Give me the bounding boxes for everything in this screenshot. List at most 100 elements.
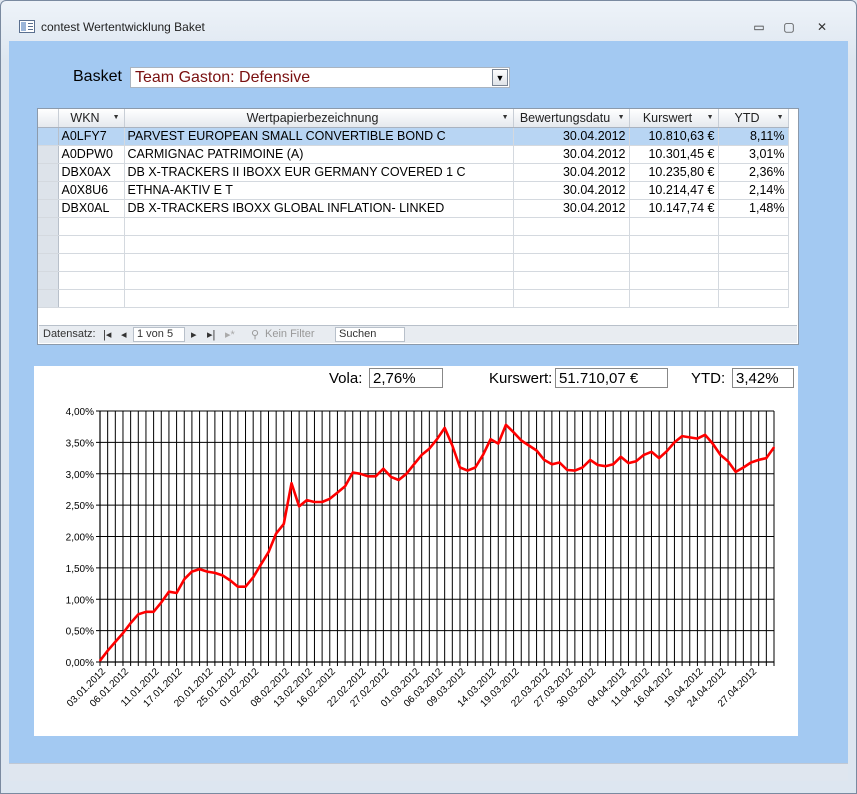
sort-arrow-icon[interactable]: ▼ (501, 114, 509, 121)
cell-wkn[interactable] (58, 253, 125, 272)
sort-arrow-icon[interactable]: ▼ (112, 114, 120, 121)
basket-select[interactable]: Team Gaston: Defensive ▼ (130, 67, 510, 88)
next-record-button[interactable]: ▸ (191, 329, 197, 341)
cell-ytd[interactable] (718, 289, 789, 308)
vola-value[interactable]: 2,76% (369, 368, 443, 388)
row-selector[interactable] (38, 289, 59, 308)
table-row[interactable] (38, 271, 789, 290)
cell-kurswert[interactable]: 10.235,80 € (629, 163, 719, 182)
table-row[interactable] (38, 235, 789, 254)
dropdown-arrow-icon[interactable]: ▼ (492, 69, 508, 86)
cell-kurswert[interactable] (629, 235, 719, 254)
cell-ytd[interactable] (718, 217, 789, 236)
first-record-button[interactable]: |◂ (103, 329, 112, 341)
cell-wkn[interactable]: DBX0AX (58, 163, 125, 182)
cell-kurswert[interactable] (629, 217, 719, 236)
cell-bezeichnung[interactable]: DB X-TRACKERS IBOXX GLOBAL INFLATION- LI… (124, 199, 514, 218)
cell-ytd[interactable] (718, 271, 789, 290)
row-selector[interactable] (38, 253, 59, 272)
cell-ytd[interactable] (718, 253, 789, 272)
cell-ytd[interactable]: 8,11% (718, 127, 789, 146)
cell-kurswert[interactable]: 10.214,47 € (629, 181, 719, 200)
cell-datum[interactable] (513, 253, 630, 272)
cell-datum[interactable] (513, 271, 630, 290)
new-record-button[interactable]: ▸* (225, 329, 235, 341)
table-row[interactable]: A0LFY7 PARVEST EUROPEAN SMALL CONVERTIBLE… (38, 127, 789, 146)
cell-ytd[interactable]: 2,14% (718, 181, 789, 200)
row-selector[interactable] (38, 145, 59, 164)
cell-datum[interactable]: 30.04.2012 (513, 145, 630, 164)
column-header-ytd[interactable]: YTD ▼ (718, 109, 789, 128)
cell-wkn[interactable]: A0LFY7 (58, 127, 125, 146)
minimize-button[interactable]: ▭ (753, 20, 765, 34)
cell-wkn[interactable]: A0DPW0 (58, 145, 125, 164)
cell-bezeichnung[interactable] (124, 217, 514, 236)
filter-funnel-icon[interactable]: ⚲ (251, 329, 260, 341)
cell-kurswert[interactable] (629, 289, 719, 308)
cell-bezeichnung[interactable] (124, 235, 514, 254)
select-all-corner[interactable] (38, 109, 59, 128)
column-header-bewertungsdatum[interactable]: Bewertungsdatu ▼ (513, 109, 630, 128)
kurswert-value[interactable]: 51.710,07 € (555, 368, 668, 388)
cell-wkn[interactable] (58, 271, 125, 290)
column-header-wkn[interactable]: WKN ▼ (58, 109, 125, 128)
row-selector[interactable] (38, 271, 59, 290)
cell-wkn[interactable] (58, 235, 125, 254)
cell-wkn[interactable] (58, 217, 125, 236)
table-row[interactable]: A0DPW0 CARMIGNAC PATRIMOINE (A) 30.04.2012… (38, 145, 789, 164)
cell-datum[interactable] (513, 217, 630, 236)
cell-bezeichnung[interactable]: PARVEST EUROPEAN SMALL CONVERTIBLE BOND … (124, 127, 514, 146)
row-selector[interactable] (38, 235, 59, 254)
cell-bezeichnung[interactable]: ETHNA-AKTIV E T (124, 181, 514, 200)
cell-datum[interactable]: 30.04.2012 (513, 127, 630, 146)
row-selector[interactable] (38, 181, 59, 200)
cell-datum[interactable]: 30.04.2012 (513, 199, 630, 218)
sort-arrow-icon[interactable]: ▼ (617, 114, 625, 121)
cell-kurswert[interactable] (629, 253, 719, 272)
previous-record-button[interactable]: ◂ (121, 329, 127, 341)
maximize-button[interactable]: ▢ (783, 20, 795, 34)
cell-kurswert[interactable]: 10.147,74 € (629, 199, 719, 218)
sort-arrow-icon[interactable]: ▼ (706, 114, 714, 121)
no-filter-button[interactable]: Kein Filter (265, 328, 315, 340)
column-header-kurswert[interactable]: Kurswert ▼ (629, 109, 719, 128)
sort-arrow-icon[interactable]: ▼ (776, 114, 784, 121)
cell-ytd[interactable]: 2,36% (718, 163, 789, 182)
row-selector[interactable] (38, 199, 59, 218)
cell-kurswert[interactable] (629, 271, 719, 290)
table-row[interactable] (38, 289, 789, 308)
cell-ytd[interactable]: 1,48% (718, 199, 789, 218)
cell-bezeichnung[interactable] (124, 253, 514, 272)
cell-ytd[interactable] (718, 235, 789, 254)
table-row[interactable]: DBX0AL DB X-TRACKERS IBOXX GLOBAL INFLATI… (38, 199, 789, 218)
cell-bezeichnung[interactable] (124, 271, 514, 290)
cell-wkn[interactable]: A0X8U6 (58, 181, 125, 200)
cell-ytd[interactable]: 3,01% (718, 145, 789, 164)
cell-datum[interactable] (513, 289, 630, 308)
table-row[interactable] (38, 217, 789, 236)
cell-bezeichnung[interactable] (124, 289, 514, 308)
search-field[interactable]: Suchen (335, 327, 405, 342)
ytd-value[interactable]: 3,42% (732, 368, 794, 388)
cell-wkn[interactable] (58, 289, 125, 308)
cell-kurswert[interactable]: 10.810,63 € (629, 127, 719, 146)
last-record-button[interactable]: ▸| (207, 329, 216, 341)
cell-datum[interactable]: 30.04.2012 (513, 181, 630, 200)
securities-datasheet[interactable]: WKN ▼ Wertpapierbezeichnung ▼ Bewertungsda… (37, 108, 799, 345)
cell-bezeichnung[interactable]: CARMIGNAC PATRIMOINE (A) (124, 145, 514, 164)
cell-datum[interactable]: 30.04.2012 (513, 163, 630, 182)
title-bar[interactable]: contest Wertentwicklung Baket ▭ ▢ ✕ (1, 1, 856, 34)
table-row[interactable]: A0X8U6 ETHNA-AKTIV E T 30.04.2012 10.214,47… (38, 181, 789, 200)
table-row[interactable] (38, 253, 789, 272)
table-row[interactable]: DBX0AX DB X-TRACKERS II IBOXX EUR GERMANY… (38, 163, 789, 182)
cell-wkn[interactable]: DBX0AL (58, 199, 125, 218)
current-record-field[interactable]: 1 von 5 (133, 327, 185, 342)
column-header-wertpapierbezeichnung[interactable]: Wertpapierbezeichnung ▼ (124, 109, 514, 128)
close-button[interactable]: ✕ (816, 20, 828, 34)
cell-datum[interactable] (513, 235, 630, 254)
row-selector[interactable] (38, 217, 59, 236)
cell-kurswert[interactable]: 10.301,45 € (629, 145, 719, 164)
row-selector[interactable] (38, 127, 59, 146)
row-selector[interactable] (38, 163, 59, 182)
cell-bezeichnung[interactable]: DB X-TRACKERS II IBOXX EUR GERMANY COVER… (124, 163, 514, 182)
